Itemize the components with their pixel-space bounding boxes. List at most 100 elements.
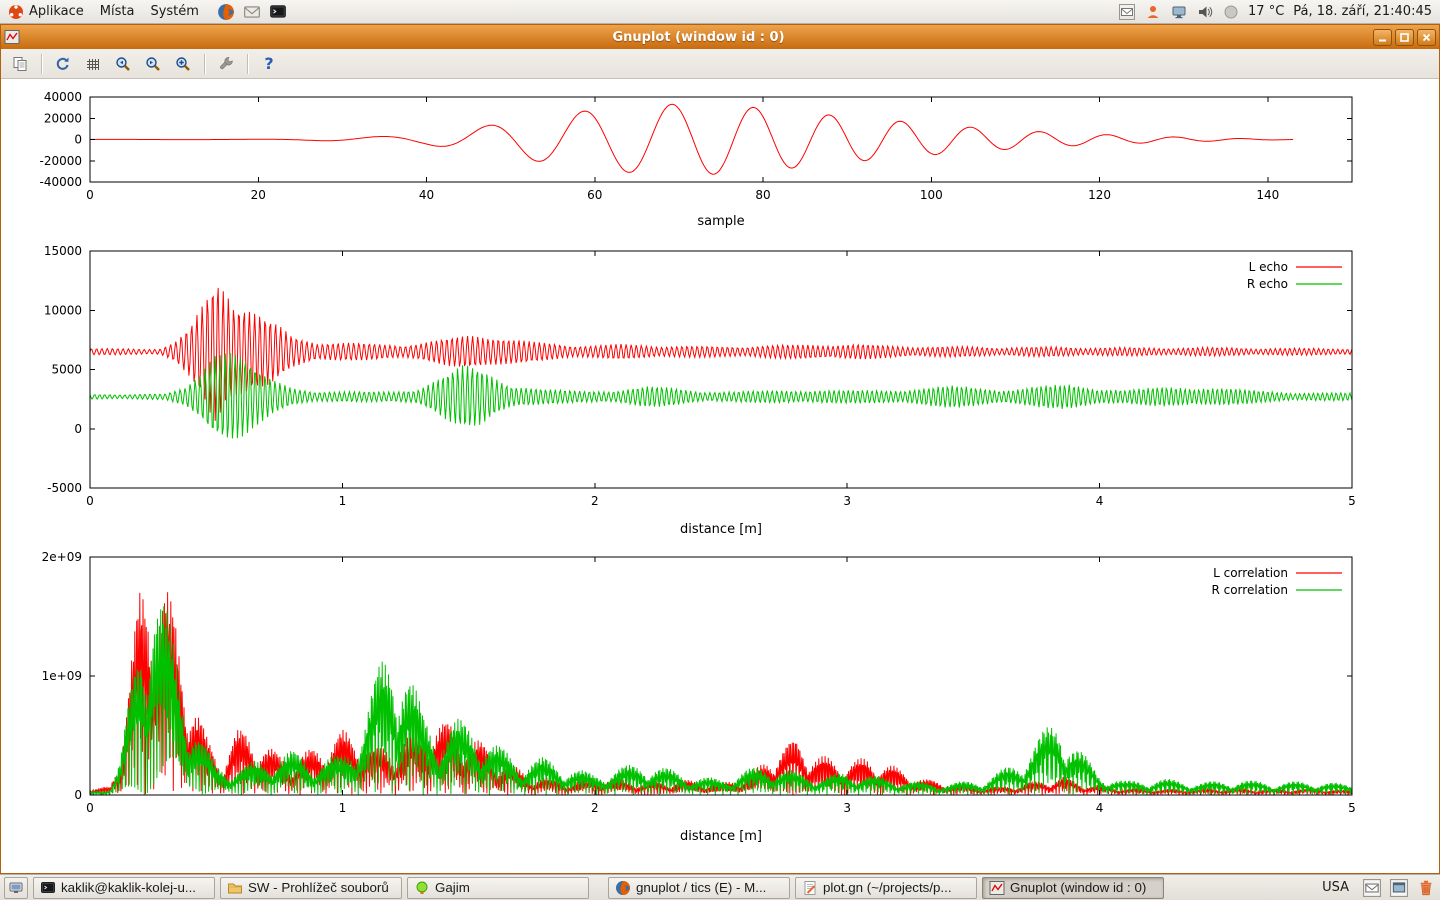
window-title: Gnuplot (window id : 0) — [612, 29, 785, 45]
y-tick-label: 5000 — [51, 363, 82, 377]
y-tick-label: 15000 — [44, 244, 82, 258]
taskbar-item-editor-plot-gn[interactable]: plot.gn (~/projects/p... — [795, 876, 977, 899]
terminal-launcher-icon[interactable] — [269, 3, 287, 21]
mail-notification-icon[interactable] — [1118, 3, 1135, 20]
x-tick-label: 80 — [755, 188, 770, 202]
close-icon — [1422, 33, 1431, 41]
task-label: gnuplot / tics (E) - M... — [636, 880, 767, 895]
series-l-echo — [90, 287, 1352, 421]
y-tick-label: 40000 — [44, 90, 82, 104]
x-tick-label: 3 — [843, 801, 851, 815]
x-tick-label: 5 — [1348, 494, 1356, 508]
y-tick-label: 0 — [74, 422, 82, 436]
firefox-launcher-icon[interactable] — [217, 3, 235, 21]
taskbar-item-gajim[interactable]: Gajim — [407, 876, 589, 899]
toolbar: ? — [1, 49, 1439, 79]
y-tick-label: 2e+09 — [42, 550, 82, 564]
panel-launchers — [217, 3, 287, 21]
maximize-icon — [1400, 32, 1409, 42]
text-editor-icon — [804, 880, 816, 895]
config-button[interactable] — [213, 52, 239, 76]
legend-label: L correlation — [1213, 566, 1288, 580]
x-tick-label: 3 — [843, 494, 851, 508]
x-tick-label: 2 — [591, 801, 599, 815]
axes — [89, 556, 1353, 796]
keyboard-layout-indicator[interactable]: USA — [1322, 880, 1349, 895]
user-indicator-icon[interactable] — [1144, 3, 1161, 20]
close-button[interactable] — [1417, 28, 1436, 46]
mail-launcher-icon[interactable] — [243, 3, 261, 21]
x-axis-label: distance [m] — [680, 522, 762, 537]
window-tray-icon[interactable] — [1389, 878, 1408, 897]
axes — [89, 250, 1353, 489]
volume-icon[interactable] — [1196, 3, 1213, 20]
copy-button[interactable] — [7, 52, 33, 76]
task-label: Gnuplot (window id : 0) — [1010, 880, 1147, 895]
x-axis-label: sample — [697, 214, 744, 229]
toolbar-separator — [204, 53, 205, 74]
taskbar-item-file-browser[interactable]: SW - Prohlížeč souborů — [220, 876, 402, 899]
show-desktop-button[interactable] — [4, 876, 28, 899]
y-tick-label: -40000 — [39, 175, 82, 189]
x-axis-label: distance [m] — [680, 829, 762, 844]
temperature-indicator[interactable]: 17 °C — [1248, 4, 1285, 19]
replot-button[interactable] — [50, 52, 76, 76]
x-tick-label: 1 — [339, 494, 347, 508]
x-tick-label: 120 — [1088, 188, 1111, 202]
legend-label: R correlation — [1211, 583, 1288, 597]
axes — [89, 96, 1353, 183]
taskbar: kaklik@kaklik-kolej-u... SW - Prohlížeč … — [0, 874, 1440, 900]
zoom-previous-icon — [116, 56, 130, 71]
help-icon: ? — [264, 53, 274, 73]
titlebar[interactable]: Gnuplot (window id : 0) — [1, 25, 1439, 49]
autoscale-icon — [176, 56, 190, 71]
taskbar-item-gnuplot-window[interactable]: Gnuplot (window id : 0) — [982, 876, 1164, 899]
task-label: plot.gn (~/projects/p... — [823, 880, 952, 895]
ubuntu-logo-icon — [9, 4, 23, 19]
zoom-next-button[interactable] — [140, 52, 166, 76]
y-tick-label: 10000 — [44, 303, 82, 317]
clock[interactable]: Pá, 18. září, 21:40:45 — [1293, 4, 1432, 19]
x-tick-label: 1 — [339, 801, 347, 815]
autoscale-button[interactable] — [170, 52, 196, 76]
copy-icon — [13, 56, 27, 71]
display-indicator-icon[interactable] — [1170, 3, 1187, 20]
mail-tray-icon[interactable] — [1362, 878, 1381, 897]
series-r-echo — [90, 353, 1352, 439]
series-chirp — [90, 103, 1294, 175]
legend-label: R echo — [1247, 277, 1288, 291]
taskbar-item-browser-gnuplot-docs[interactable]: gnuplot / tics (E) - M... — [608, 876, 790, 899]
chart-2: 0 1 2 3 4 5 0 1e+09 2e+09 distance [m] L correlati… — [42, 550, 1356, 844]
zoom-previous-button[interactable] — [110, 52, 136, 76]
grid-icon — [87, 58, 99, 70]
firefox-icon — [616, 880, 630, 895]
maximize-button[interactable] — [1395, 28, 1414, 46]
menu-places[interactable]: Místa — [92, 0, 143, 23]
help-button[interactable]: ? — [256, 52, 282, 76]
zoom-next-icon — [146, 56, 160, 71]
wrench-icon — [220, 56, 233, 69]
x-tick-label: 0 — [86, 188, 94, 202]
trash-icon[interactable] — [1417, 879, 1434, 896]
series-l-correlation — [90, 592, 1352, 795]
weather-icon[interactable] — [1222, 3, 1239, 20]
minimize-button[interactable] — [1373, 28, 1392, 46]
minimize-icon — [1379, 39, 1386, 41]
gnuplot-canvas: 0 20 40 60 80 100 120 140-40000-200000200004000… — [39, 90, 1356, 844]
x-tick-label: 4 — [1096, 494, 1104, 508]
x-tick-label: 140 — [1256, 188, 1279, 202]
legend-label: L echo — [1249, 260, 1288, 274]
taskbar-item-terminal[interactable]: kaklik@kaklik-kolej-u... — [33, 876, 215, 899]
top-panel: Aplikace Místa Systém 17 °C — [0, 0, 1440, 24]
y-tick-label: 1e+09 — [42, 669, 82, 683]
menu-applications[interactable]: Aplikace — [0, 0, 92, 23]
plot-area[interactable]: 0 20 40 60 80 100 120 140 -40000 -20000 0 20000 4000… — [1, 79, 1439, 873]
grid-toggle-button[interactable] — [80, 52, 106, 76]
y-tick-label: 0 — [74, 133, 82, 147]
menu-label-applications: Aplikace — [29, 4, 84, 19]
panel-indicators: 17 °C Pá, 18. září, 21:40:45 — [1118, 3, 1440, 20]
gnuplot-window: Gnuplot (window id : 0) — [0, 24, 1440, 874]
folder-icon — [228, 883, 242, 893]
menu-system[interactable]: Systém — [142, 0, 206, 23]
desktop-icon — [9, 882, 23, 893]
